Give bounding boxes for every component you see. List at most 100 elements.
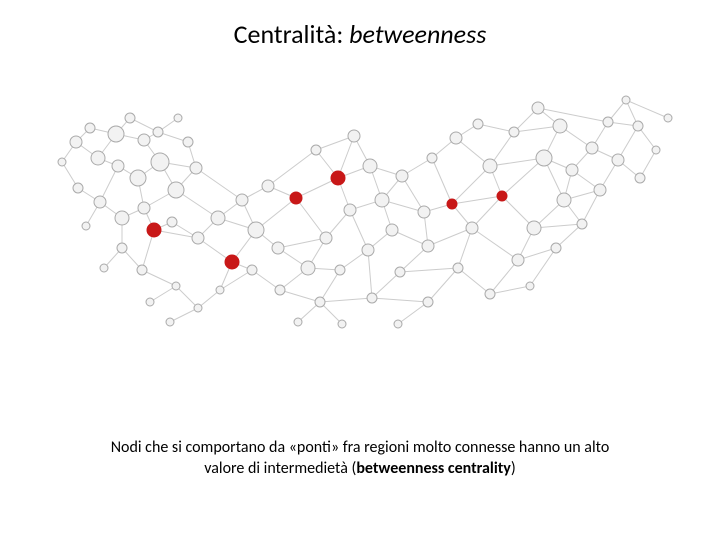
caption: Nodi che si comportano da «ponti» fra re… <box>0 438 720 480</box>
network-node <box>344 204 356 216</box>
network-node <box>453 263 463 273</box>
network-edge <box>478 124 514 132</box>
network-node <box>192 232 204 244</box>
network-node <box>138 202 150 214</box>
network-node <box>100 264 108 272</box>
network-edge <box>320 298 372 302</box>
network-node <box>635 173 645 183</box>
network-node <box>94 196 106 208</box>
network-node <box>294 318 302 326</box>
network-node <box>633 121 643 131</box>
network-node <box>247 265 257 275</box>
network-edge <box>150 286 176 302</box>
caption-bold: betweenness centrality <box>356 459 511 478</box>
network-node <box>532 102 544 114</box>
network-node <box>652 146 660 154</box>
network-edge <box>372 298 428 302</box>
network-node <box>166 318 174 326</box>
network-edge <box>458 268 490 294</box>
network-node-highlight <box>447 199 457 209</box>
title-italic: betweenness <box>349 18 486 50</box>
network-edge <box>278 238 326 248</box>
network-node <box>112 160 124 172</box>
network-node <box>603 117 613 127</box>
network-node <box>586 142 598 154</box>
network-node <box>386 224 398 236</box>
network-node <box>190 162 202 174</box>
network-node <box>236 194 248 206</box>
network-node <box>262 180 274 192</box>
network-node <box>168 182 184 198</box>
network-node <box>338 320 346 328</box>
network-node <box>272 242 284 254</box>
network-node <box>536 150 552 166</box>
network-node <box>70 136 82 148</box>
network-node-highlight <box>497 191 507 201</box>
network-edge <box>398 302 428 324</box>
network-node <box>146 298 154 306</box>
network-edge <box>428 268 458 302</box>
network-node <box>527 221 541 235</box>
network-node <box>612 154 624 166</box>
network-edge <box>268 150 316 186</box>
network-node <box>348 130 360 142</box>
network-node <box>174 114 182 122</box>
network-node-highlight <box>147 223 161 237</box>
network-edge <box>530 248 556 286</box>
network-node <box>396 170 408 182</box>
network-edge <box>452 166 490 204</box>
network-edge <box>196 168 242 200</box>
network-node <box>553 119 567 133</box>
network-diagram <box>20 70 700 370</box>
network-node <box>395 267 405 277</box>
network-node <box>91 151 105 165</box>
network-node <box>172 282 180 290</box>
network-node <box>167 217 177 227</box>
network-node <box>216 286 224 294</box>
network-node <box>137 265 147 275</box>
network-edge <box>626 100 668 118</box>
network-node <box>577 219 587 229</box>
page-title: Centralità: betweenness <box>0 0 720 50</box>
title-prefix: Centralità: <box>234 18 350 50</box>
network-node <box>526 282 534 290</box>
network-edge <box>372 272 400 298</box>
network-edge <box>538 108 608 122</box>
caption-line1: Nodi che si comportano da «ponti» fra re… <box>111 438 610 457</box>
network-node <box>450 132 462 144</box>
network-node <box>485 289 495 299</box>
network-node <box>551 243 561 253</box>
network-edge <box>142 270 176 286</box>
network-svg <box>20 70 700 370</box>
network-node <box>58 158 66 166</box>
network-node-highlight <box>331 171 345 185</box>
caption-line2-post: ) <box>511 459 516 478</box>
network-node <box>153 127 163 137</box>
network-node <box>566 164 578 176</box>
network-node <box>664 114 672 122</box>
network-node <box>108 126 124 142</box>
network-edge <box>472 196 502 228</box>
network-node <box>418 206 430 218</box>
network-edge <box>350 210 368 250</box>
network-node <box>117 243 127 253</box>
network-edge <box>296 198 326 238</box>
network-node-highlight <box>290 192 302 204</box>
network-node <box>320 232 332 244</box>
network-node <box>311 145 321 155</box>
network-node <box>85 123 95 133</box>
network-node <box>466 222 478 234</box>
network-node <box>194 304 202 312</box>
network-node <box>138 134 150 146</box>
network-node <box>367 293 377 303</box>
network-node <box>423 297 433 307</box>
network-node <box>130 170 146 186</box>
network-edge <box>400 268 458 272</box>
network-node <box>473 119 483 129</box>
network-node <box>422 240 434 252</box>
network-node <box>248 222 264 238</box>
network-node <box>362 244 374 256</box>
network-node <box>483 159 497 173</box>
network-node <box>594 184 606 196</box>
network-node <box>394 320 402 328</box>
